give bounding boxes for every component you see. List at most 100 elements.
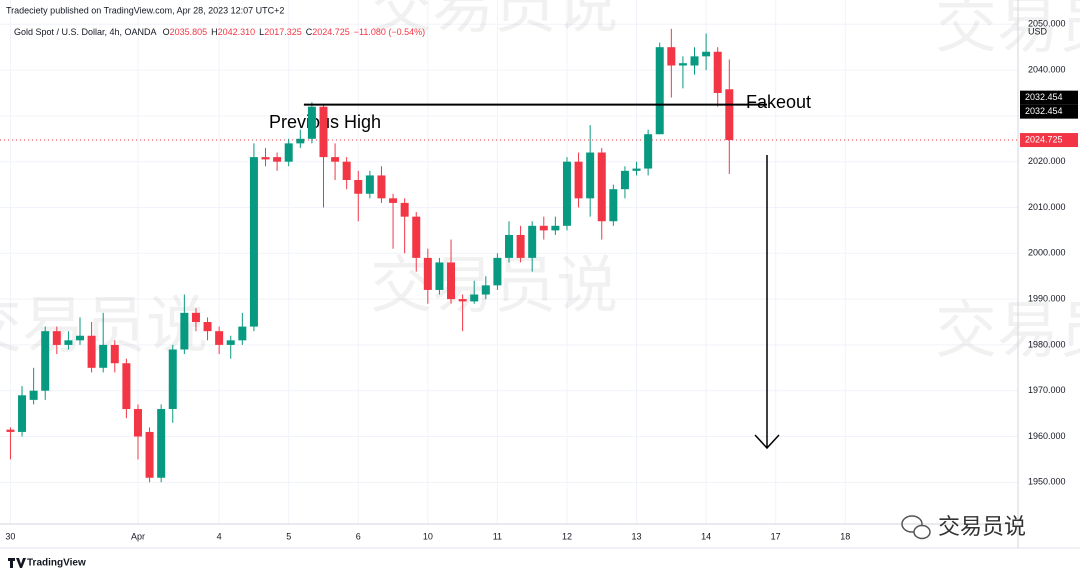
candle-body [18, 395, 27, 432]
candle-body [458, 299, 467, 302]
x-tick-label: 18 [840, 531, 850, 541]
candle-body [261, 157, 270, 160]
ohlc-key: L [259, 27, 264, 37]
candle-body [574, 161, 583, 199]
x-tick-label: 6 [356, 531, 361, 541]
y-tick-label: 1960.000 [1028, 431, 1066, 441]
x-tick-label: Apr [131, 531, 145, 541]
candle-body [331, 157, 340, 162]
candle-body [632, 168, 641, 171]
candle-body [528, 225, 537, 258]
currency: USD [1028, 26, 1048, 36]
candle-body [273, 157, 282, 162]
candle-body [655, 47, 664, 135]
candle-body [354, 180, 363, 194]
candle-body [481, 285, 490, 295]
candle-body [284, 143, 293, 162]
publisher: Tradeciety published on TradingView.com,… [6, 5, 284, 15]
ohlc-key: H [211, 27, 218, 37]
candle-body [87, 335, 96, 368]
candle-body [539, 225, 548, 231]
x-tick-label: 12 [562, 531, 572, 541]
candle-body [725, 89, 734, 141]
price-tag-label: 2032.454 [1025, 92, 1063, 102]
price-tag [1020, 90, 1078, 105]
brand: TradingView [27, 558, 86, 569]
candle-body [41, 331, 50, 391]
x-tick-label: 17 [771, 531, 781, 541]
candle-body [690, 56, 699, 66]
candle-body [609, 189, 618, 222]
y-tick-label: 1950.000 [1028, 477, 1066, 487]
price-tag [1020, 133, 1078, 148]
x-tick-label: 14 [701, 531, 711, 541]
y-tick-label: 1980.000 [1028, 339, 1066, 349]
ohlc-value: 2017.325 [264, 27, 302, 37]
symbol-header: Gold Spot / U.S. Dollar, 4h, OANDA O2035.… [14, 27, 425, 37]
x-tick-label: 11 [493, 531, 502, 541]
arrow-head [754, 434, 780, 450]
price-tag [1020, 104, 1078, 119]
candle-body [505, 234, 513, 258]
candle-body [620, 170, 629, 190]
ohlc-value: 2024.725 [312, 27, 350, 37]
candle-body [702, 51, 711, 57]
y-tick-label: 2010.000 [1028, 202, 1066, 212]
candle-body [249, 157, 258, 327]
candle-body [168, 349, 177, 410]
y-tick-label: 2000.000 [1028, 248, 1066, 258]
candle-body [145, 431, 154, 478]
candle-body [377, 175, 386, 199]
candle-body [307, 106, 316, 139]
candle-body [435, 262, 444, 290]
candle-body [215, 331, 224, 345]
candle-body [447, 262, 456, 300]
candle-body [6, 429, 15, 432]
candle-body [713, 51, 722, 93]
candle-body [191, 312, 200, 323]
candle-body [400, 202, 409, 217]
ohlc-value: 2042.310 [218, 27, 256, 37]
y-tick-label: 2040.000 [1028, 64, 1066, 74]
candle-body [516, 234, 525, 258]
candle-body [133, 409, 142, 437]
y-tick-label: 2020.000 [1028, 156, 1066, 166]
watermark: 交易员说 [935, 0, 1080, 60]
x-tick-label: 5 [286, 531, 291, 541]
price-tag-label: 2032.454 [1025, 106, 1063, 116]
candle-body [226, 340, 235, 345]
candle-body [64, 340, 73, 345]
candle-body [238, 326, 247, 341]
candle-body [157, 409, 166, 478]
x-tick-label: 4 [217, 531, 222, 541]
x-tick-label: 30 [5, 531, 15, 541]
y-tick-label: 1990.000 [1028, 293, 1066, 303]
symbol: Gold Spot / U.S. Dollar, 4h, OANDA [14, 27, 157, 37]
candle-body [203, 322, 212, 332]
candle-body [99, 344, 108, 368]
candle-body [122, 363, 131, 410]
candle-body [110, 344, 119, 364]
candle-body [597, 152, 606, 222]
price-tag-label: 2024.725 [1025, 134, 1063, 144]
candle-body [423, 257, 432, 290]
ohlc-key: C [306, 27, 313, 37]
candle-body [678, 63, 687, 66]
candle-body [365, 175, 374, 194]
candle-body [389, 198, 398, 203]
wechat-icon [913, 524, 931, 540]
candle-body [52, 331, 61, 345]
candle-body [319, 106, 328, 158]
wechat-watermark: 交易员说 [901, 514, 1026, 540]
y-tick-label: 1970.000 [1028, 385, 1066, 395]
candle-body [29, 390, 38, 400]
candle-body [76, 335, 85, 341]
wechat-name: 交易员说 [938, 514, 1026, 539]
candle-body [296, 138, 305, 144]
candle-body [180, 312, 189, 350]
candle-body [412, 216, 421, 258]
candle-body [644, 134, 653, 169]
ohlc-value: 2035.805 [170, 27, 208, 37]
